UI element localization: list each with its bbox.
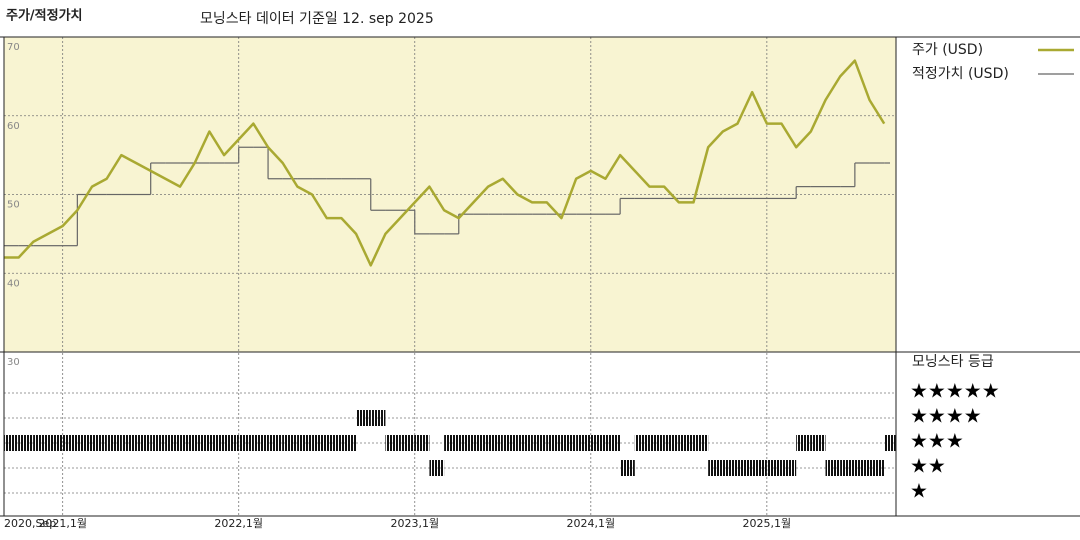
rating-bar (517, 435, 533, 451)
rating-bar (444, 435, 459, 451)
rating-bar (752, 460, 767, 476)
rating-bar (18, 435, 34, 451)
rating-bar (840, 460, 855, 476)
rating-bar (209, 435, 225, 451)
rating-bar (546, 435, 562, 451)
rating-bar (722, 460, 738, 476)
rating-label: ★★ (910, 454, 946, 478)
rating-bar (854, 460, 870, 476)
rating-bar (136, 435, 151, 451)
rating-bar (634, 435, 650, 451)
price-line (4, 59, 886, 267)
y-tick-label: 70 (7, 42, 20, 53)
x-tick-label: 2021,1월 (38, 517, 87, 530)
rating-label: ★ (910, 479, 928, 503)
rating-bar (385, 435, 401, 451)
rating-bar (429, 460, 445, 476)
rating-bar (561, 435, 577, 451)
rating-bar (532, 435, 547, 451)
y-tick-label: 50 (7, 200, 20, 211)
rating-bar (194, 435, 210, 451)
rating-bar (92, 435, 107, 451)
rating-bar (77, 435, 93, 451)
rating-bar (605, 435, 621, 451)
rating-bar (48, 435, 63, 451)
rating-bar (796, 435, 811, 451)
rating-bar (238, 435, 254, 451)
rating-bar (356, 410, 371, 426)
x-tick-label: 2020,Sep (4, 517, 56, 530)
rating-bar (708, 460, 723, 476)
rating-bar (106, 435, 122, 451)
rating-bar (473, 435, 489, 451)
chart-title: 주가/적정가치 (6, 8, 83, 24)
rating-bar (414, 435, 430, 451)
x-tick-label: 2024,1월 (566, 517, 615, 530)
legend-label: 주가 (USD) (912, 42, 983, 58)
rating-bar (326, 435, 342, 451)
x-tick-label: 2023,1월 (390, 517, 439, 530)
rating-title: 모닝스타 등급 (912, 354, 994, 370)
rating-bar (268, 435, 283, 451)
rating-bar (884, 435, 896, 451)
rating-bar (282, 435, 298, 451)
rating-bar (810, 435, 826, 451)
rating-bar (825, 460, 841, 476)
y-tick-label: 30 (7, 357, 20, 368)
rating-bar (33, 435, 49, 451)
rating-bar (4, 435, 19, 451)
rating-bar (869, 460, 885, 476)
rating-label: ★★★★★ (910, 379, 1000, 403)
rating-bar (576, 435, 591, 451)
x-tick-label: 2025,1월 (743, 517, 792, 530)
rating-bar (62, 435, 78, 451)
rating-bar (253, 435, 269, 451)
rating-bar (458, 435, 474, 451)
rating-bar (678, 435, 694, 451)
rating-label: ★★★ (910, 429, 964, 453)
rating-bar (620, 460, 635, 476)
rating-bar (180, 435, 195, 451)
rating-bar (649, 435, 665, 451)
rating-label: ★★★★ (910, 404, 982, 428)
rating-bar (150, 435, 166, 451)
y-tick-label: 60 (7, 121, 20, 132)
rating-bar (693, 435, 709, 451)
rating-bar (488, 435, 503, 451)
x-tick-label: 2022,1월 (214, 517, 263, 530)
rating-bar (400, 435, 415, 451)
rating-bar (502, 435, 518, 451)
rating-bar (370, 410, 386, 426)
rating-bar (781, 460, 797, 476)
legend-label: 적정가치 (USD) (912, 66, 1009, 82)
rating-bar (165, 435, 181, 451)
rating-bar (664, 435, 679, 451)
rating-bar (297, 435, 313, 451)
rating-bar (341, 435, 357, 451)
y-tick-label: 40 (7, 278, 20, 289)
rating-bar (312, 435, 327, 451)
rating-bar (121, 435, 137, 451)
rating-bar (224, 435, 239, 451)
rating-bar (766, 460, 782, 476)
chart-subtitle: 모닝스타 데이터 기준일 12. sep 2025 (200, 11, 434, 27)
rating-bar (737, 460, 753, 476)
rating-bar (590, 435, 606, 451)
